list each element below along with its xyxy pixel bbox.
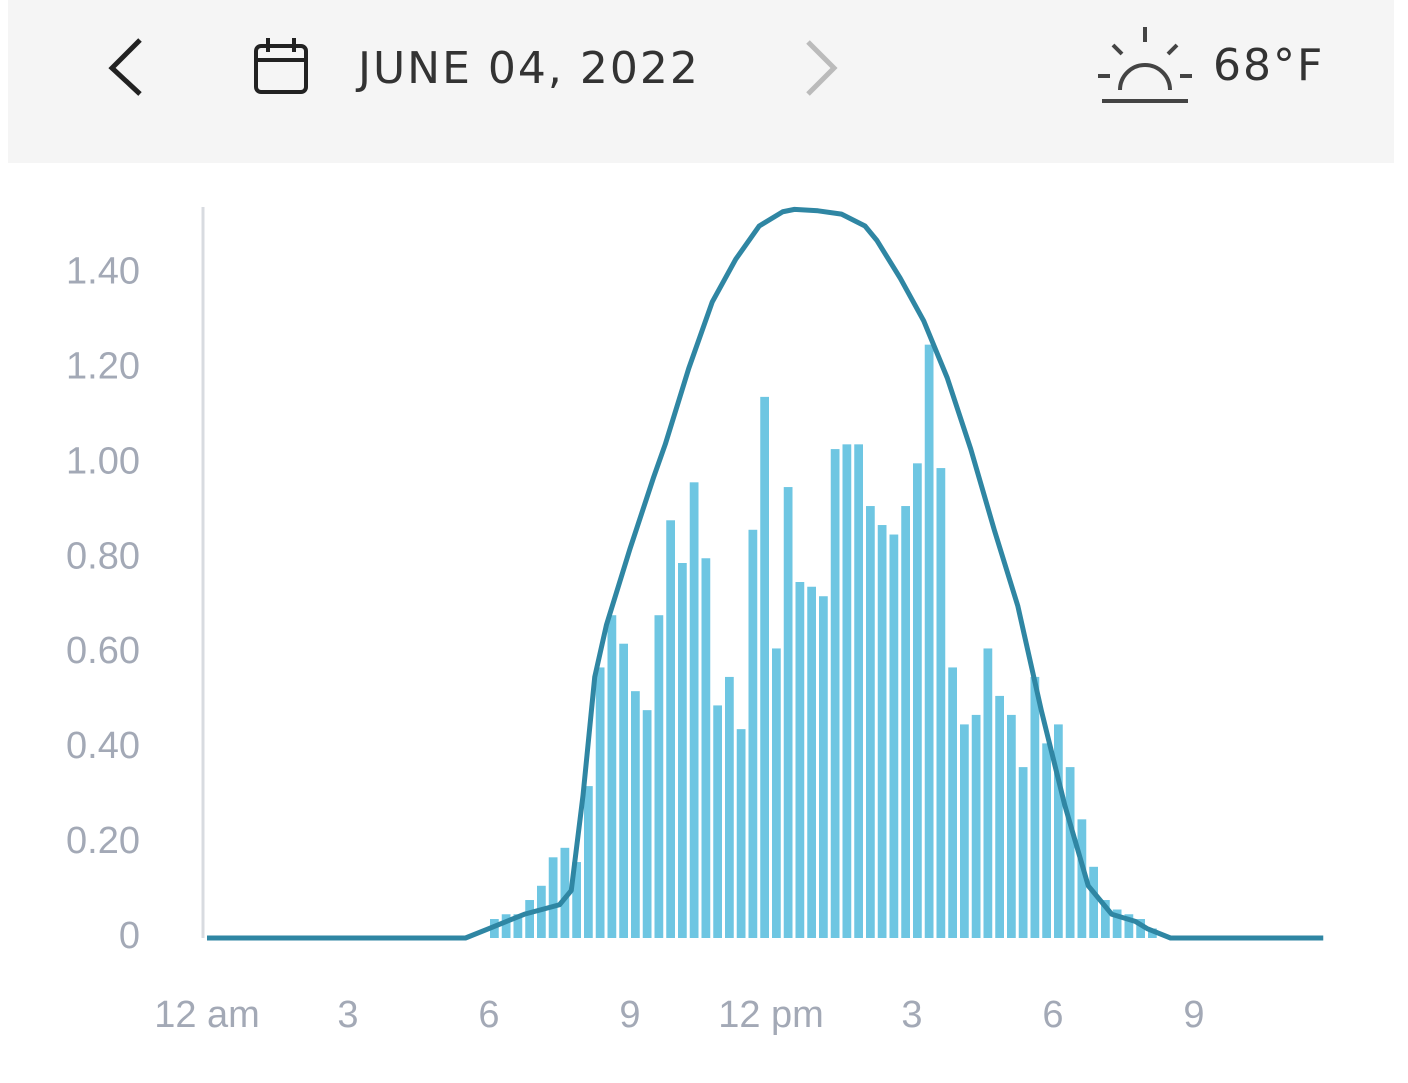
y-tick-label: 0	[119, 915, 140, 957]
y-tick-label: 1.20	[66, 345, 140, 387]
bar	[936, 468, 946, 938]
x-tick-label: 6	[1042, 994, 1063, 1036]
bar	[924, 344, 934, 938]
bar	[772, 648, 781, 938]
bar	[1007, 714, 1016, 938]
bar	[1018, 767, 1028, 938]
y-tick-label: 0.80	[66, 535, 140, 577]
bar	[725, 676, 734, 938]
bar	[760, 396, 769, 938]
bar	[619, 643, 628, 938]
calendar-icon[interactable]	[254, 38, 308, 94]
x-tick-label: 9	[619, 994, 640, 1036]
bar	[1077, 819, 1087, 938]
bar	[654, 615, 664, 938]
bar	[584, 786, 593, 938]
bar	[713, 705, 722, 938]
bar	[948, 667, 957, 938]
bar	[689, 482, 699, 938]
bar	[607, 615, 617, 938]
header-bar	[8, 0, 1394, 163]
bar	[877, 525, 887, 938]
y-tick-label: 0.60	[66, 630, 140, 672]
line	[207, 206, 1324, 941]
bar	[995, 695, 1004, 938]
bar	[525, 900, 534, 938]
x-tick-label: 9	[1183, 994, 1204, 1036]
bar	[595, 667, 605, 938]
bar	[513, 914, 523, 938]
bar	[666, 520, 675, 938]
bar	[572, 862, 581, 938]
bar	[783, 487, 793, 938]
bar	[889, 534, 899, 938]
y-tick-label: 0.20	[66, 820, 140, 862]
bar	[560, 847, 570, 938]
bar	[795, 581, 805, 938]
bar	[1030, 676, 1040, 938]
bar	[1112, 909, 1122, 938]
bar	[548, 857, 558, 938]
bar	[501, 914, 511, 938]
bar	[1101, 900, 1110, 938]
back-arrow[interactable]	[108, 38, 142, 96]
bar	[830, 449, 840, 938]
bar	[960, 724, 969, 938]
bar	[913, 463, 922, 938]
bar	[1065, 767, 1075, 938]
bar	[631, 691, 640, 938]
bar	[866, 506, 875, 938]
sun-icon	[1098, 27, 1192, 103]
temperature: 68°F	[1213, 40, 1324, 91]
bar	[807, 586, 816, 938]
bar	[1089, 866, 1098, 938]
bar	[842, 444, 852, 938]
bar	[1054, 724, 1063, 938]
forward-arrow[interactable]	[806, 40, 838, 96]
date-label[interactable]: JUNE 04, 2022	[355, 43, 700, 94]
x-tick-label: 6	[478, 994, 499, 1036]
x-tick-label: 12 am	[154, 994, 260, 1036]
x-tick-label: 3	[337, 994, 358, 1036]
y-tick-label: 1.40	[66, 250, 140, 292]
bar	[854, 444, 863, 938]
bar	[983, 648, 993, 938]
bar	[678, 563, 687, 938]
y-tick-label: 1.00	[66, 440, 140, 482]
bar	[736, 729, 746, 938]
bar	[901, 506, 910, 938]
x-tick-label: 3	[901, 994, 922, 1036]
bar	[1124, 914, 1134, 938]
bar	[642, 710, 652, 938]
y-tick-label: 0.40	[66, 725, 140, 767]
bar	[971, 714, 981, 938]
x-tick-label: 12 pm	[718, 994, 824, 1036]
bar	[1042, 743, 1051, 938]
bar	[701, 558, 711, 938]
bar	[819, 596, 828, 938]
bar	[1136, 919, 1145, 938]
bar	[748, 529, 758, 938]
